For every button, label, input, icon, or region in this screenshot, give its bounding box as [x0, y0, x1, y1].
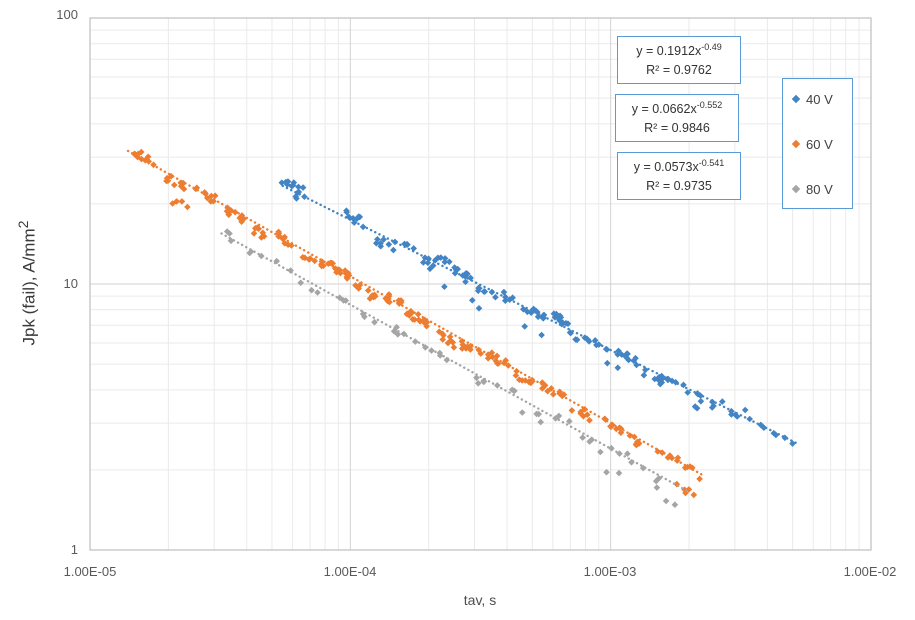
diamond-marker-icon — [791, 139, 801, 149]
diamond-marker-icon — [791, 184, 801, 194]
series-points-80v — [223, 228, 679, 508]
equation-box-60v: y = 0.0662x-0.552 R² = 0.9846 — [615, 94, 739, 142]
r-squared-text: R² = 0.9762 — [646, 62, 712, 77]
y-tick-100: 100 — [56, 7, 78, 22]
plot-border — [89, 17, 872, 551]
x-tick-1e-04: 1.00E-04 — [323, 564, 377, 579]
x-tick-1e-03: 1.00E-03 — [583, 564, 637, 579]
legend-label: 40 V — [806, 91, 833, 107]
legend: 40 V 60 V 80 V — [782, 78, 853, 209]
legend-label: 80 V — [806, 181, 833, 197]
y-axis-title: Jpk (fail), A/mm2 — [16, 220, 39, 346]
r-squared-text: R² = 0.9846 — [644, 120, 710, 135]
x-axis-title: tav, s — [463, 592, 497, 608]
equation-text: y = 0.0662x-0.552 — [631, 99, 723, 116]
y-tick-10: 10 — [63, 276, 78, 291]
series-points-40v — [278, 178, 796, 447]
y-tick-1: 1 — [70, 542, 78, 557]
legend-item-80v: 80 V — [791, 181, 833, 197]
r-squared-text: R² = 0.9735 — [646, 178, 712, 193]
x-tick-1e-02: 1.00E-02 — [843, 564, 897, 579]
trendline-40v — [281, 184, 799, 445]
legend-item-40v: 40 V — [791, 91, 833, 107]
equation-box-80v: y = 0.0573x-0.541 R² = 0.9735 — [617, 152, 741, 200]
diamond-marker-icon — [791, 94, 801, 104]
legend-item-60v: 60 V — [791, 136, 833, 152]
series-points-60v — [131, 148, 703, 499]
equation-text: y = 0.1912x-0.49 — [636, 41, 722, 58]
legend-label: 60 V — [806, 136, 833, 152]
x-tick-1e-05: 1.00E-05 — [63, 564, 117, 579]
equation-text: y = 0.0573x-0.541 — [633, 157, 725, 174]
equation-box-40v: y = 0.1912x-0.49 R² = 0.9762 — [617, 36, 741, 84]
trendline-80v — [220, 232, 691, 494]
